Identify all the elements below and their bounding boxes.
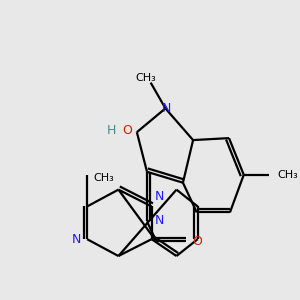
Text: O: O [192,235,202,248]
Text: H: H [107,124,117,137]
Text: N: N [72,233,82,246]
Text: O: O [123,124,133,137]
Text: CH₃: CH₃ [136,73,157,83]
Text: CH₃: CH₃ [278,170,298,180]
Text: N: N [155,214,165,227]
Text: CH₃: CH₃ [93,173,114,183]
Text: N: N [155,190,165,203]
Text: N: N [162,102,171,115]
